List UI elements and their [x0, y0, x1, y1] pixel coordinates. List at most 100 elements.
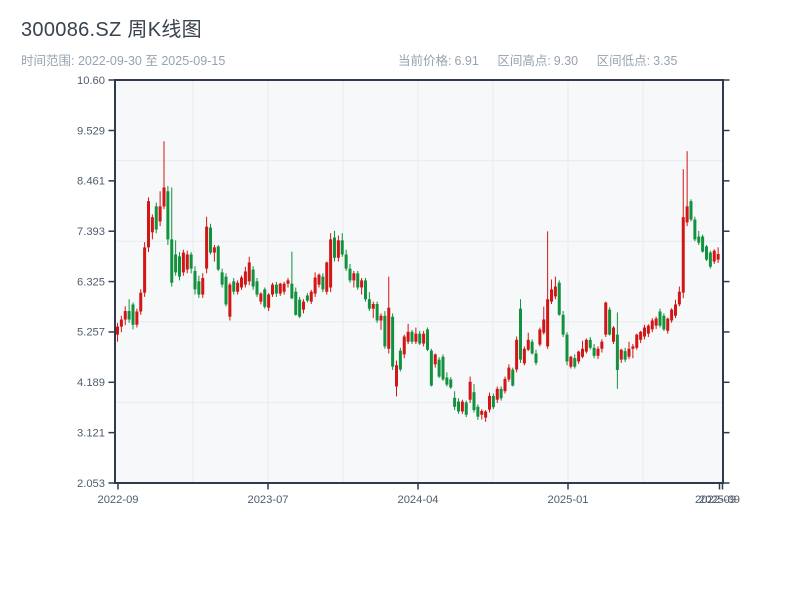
y-tick-label: 4.189: [77, 377, 105, 389]
candle-body: [360, 280, 364, 288]
candle-body: [135, 311, 139, 325]
candle-body: [495, 388, 499, 400]
candle-body: [181, 252, 185, 273]
y-tick-label: 9.529: [77, 125, 105, 137]
current-price-stat: 当前价格: 6.91: [398, 54, 479, 68]
candle-body: [716, 253, 720, 260]
candle-body: [243, 271, 247, 285]
candle-body: [197, 281, 201, 295]
current-price-value: 6.91: [454, 54, 479, 68]
price-stats: 当前价格: 6.91 区间高点: 9.30 区间低点: 3.35: [398, 50, 692, 69]
candle-body: [449, 379, 453, 388]
candle-body: [565, 334, 569, 362]
candle-body: [445, 377, 449, 385]
candle-body: [274, 284, 278, 294]
candle-body: [639, 331, 643, 340]
plot-background: [115, 80, 723, 483]
candle-body: [538, 329, 542, 345]
x-tick-label: 2023-07: [247, 494, 288, 506]
y-tick-label: 8.461: [77, 176, 105, 188]
candle-body: [472, 392, 476, 411]
candle-body: [267, 294, 271, 308]
candle-body: [398, 350, 402, 370]
candle-body: [294, 291, 298, 315]
candle-body: [302, 301, 305, 310]
candle-body: [557, 282, 561, 315]
candle-body: [185, 254, 189, 270]
candle-body: [643, 327, 646, 337]
candle-body: [212, 247, 216, 253]
candle-body: [391, 316, 395, 367]
candle-body: [147, 201, 150, 248]
candle-body: [216, 246, 220, 270]
candle-body: [282, 283, 286, 292]
candle-body: [491, 395, 495, 408]
candle-body: [615, 334, 619, 370]
candle-body: [480, 411, 484, 415]
candle-body: [247, 262, 251, 282]
x-tick-label: 2024-04: [397, 494, 438, 506]
candle-body: [519, 308, 522, 360]
candle-body: [298, 299, 302, 317]
candle-body: [414, 333, 418, 342]
candle-body: [499, 388, 503, 399]
candle-body: [406, 331, 410, 342]
candle-body: [116, 326, 119, 335]
candle-body: [619, 349, 623, 360]
candle-body: [530, 341, 534, 354]
candle-body: [573, 358, 577, 367]
candle-body: [600, 341, 604, 349]
candle-body: [271, 284, 274, 295]
candle-body: [232, 281, 236, 292]
candle-body: [604, 302, 608, 335]
candle-body: [305, 295, 309, 301]
y-tick-label: 3.121: [77, 427, 105, 439]
candle-body: [612, 327, 615, 342]
candle-body: [402, 336, 406, 355]
candle-body: [542, 319, 546, 333]
candle-body: [550, 289, 553, 302]
candle-body: [193, 270, 197, 290]
candle-body: [697, 236, 701, 243]
y-tick-label: 10.60: [77, 75, 105, 87]
range-high-label: 区间高点:: [497, 54, 551, 68]
candle-body: [701, 236, 705, 252]
candle-body: [379, 315, 383, 321]
candle-body: [433, 354, 437, 365]
candle-body: [162, 187, 166, 207]
candle-body: [201, 278, 205, 295]
candle-body: [170, 239, 174, 283]
candle-body: [255, 281, 259, 295]
candle-body: [584, 339, 588, 352]
candle-body: [387, 307, 391, 349]
candle-body: [240, 277, 243, 288]
y-tick-label: 5.257: [77, 327, 105, 339]
candle-body: [259, 293, 263, 302]
x-tick-label: 2025-01: [547, 494, 588, 506]
candle-body: [251, 269, 255, 287]
candle-body: [588, 339, 592, 348]
candle-body: [340, 240, 344, 255]
range-high-stat: 区间高点: 9.30: [497, 54, 578, 68]
candle-body: [278, 283, 282, 294]
candle-body: [441, 356, 445, 380]
candle-body: [205, 226, 209, 269]
candle-body: [364, 280, 367, 300]
candle-body: [426, 329, 429, 350]
candle-body: [154, 206, 158, 230]
candle-body: [220, 272, 224, 285]
candle-body: [503, 378, 507, 392]
candle-body: [534, 353, 538, 363]
candle-body: [553, 286, 557, 297]
candle-body: [561, 314, 565, 335]
candle-body: [174, 254, 178, 273]
candle-body: [139, 292, 143, 312]
range-low-value: 3.35: [653, 54, 678, 68]
candle-body: [290, 283, 294, 299]
candle-body: [178, 256, 181, 277]
candle-body: [313, 277, 317, 294]
x-tick-label: 2025-09: [699, 494, 740, 506]
candle-body: [646, 325, 650, 334]
candle-body: [228, 284, 232, 317]
